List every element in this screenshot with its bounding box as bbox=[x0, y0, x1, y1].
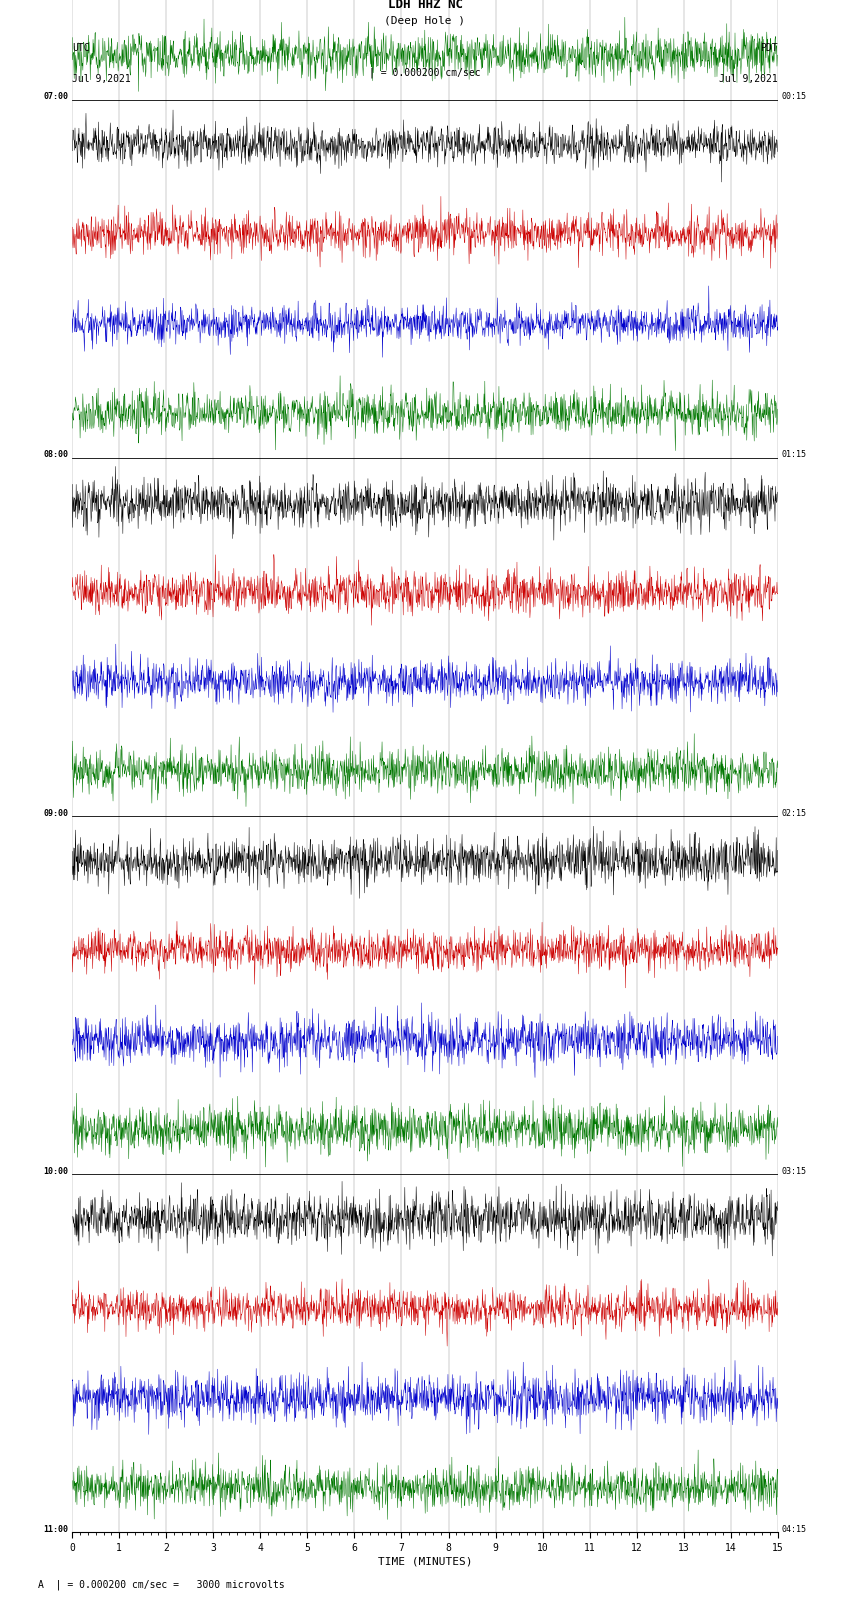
X-axis label: TIME (MINUTES): TIME (MINUTES) bbox=[377, 1557, 473, 1566]
Text: 03:15: 03:15 bbox=[782, 1166, 807, 1176]
Text: LDH HHZ NC: LDH HHZ NC bbox=[388, 0, 462, 11]
Text: Jul 9,2021: Jul 9,2021 bbox=[72, 74, 131, 84]
Text: A  | = 0.000200 cm/sec =   3000 microvolts: A | = 0.000200 cm/sec = 3000 microvolts bbox=[38, 1579, 285, 1590]
Text: 04:15: 04:15 bbox=[782, 1524, 807, 1534]
Text: 11:00: 11:00 bbox=[43, 1524, 68, 1534]
Text: PDT: PDT bbox=[760, 44, 778, 53]
Text: 08:00: 08:00 bbox=[43, 450, 68, 460]
Text: Jul 9,2021: Jul 9,2021 bbox=[719, 74, 778, 84]
Text: UTC: UTC bbox=[72, 44, 90, 53]
Text: | = 0.000200 cm/sec: | = 0.000200 cm/sec bbox=[369, 68, 481, 77]
Text: (Deep Hole ): (Deep Hole ) bbox=[384, 16, 466, 26]
Text: 09:00: 09:00 bbox=[43, 808, 68, 818]
Text: 00:15: 00:15 bbox=[782, 92, 807, 102]
Text: 07:00: 07:00 bbox=[43, 92, 68, 102]
Text: 10:00: 10:00 bbox=[43, 1166, 68, 1176]
Text: 01:15: 01:15 bbox=[782, 450, 807, 460]
Text: 02:15: 02:15 bbox=[782, 808, 807, 818]
